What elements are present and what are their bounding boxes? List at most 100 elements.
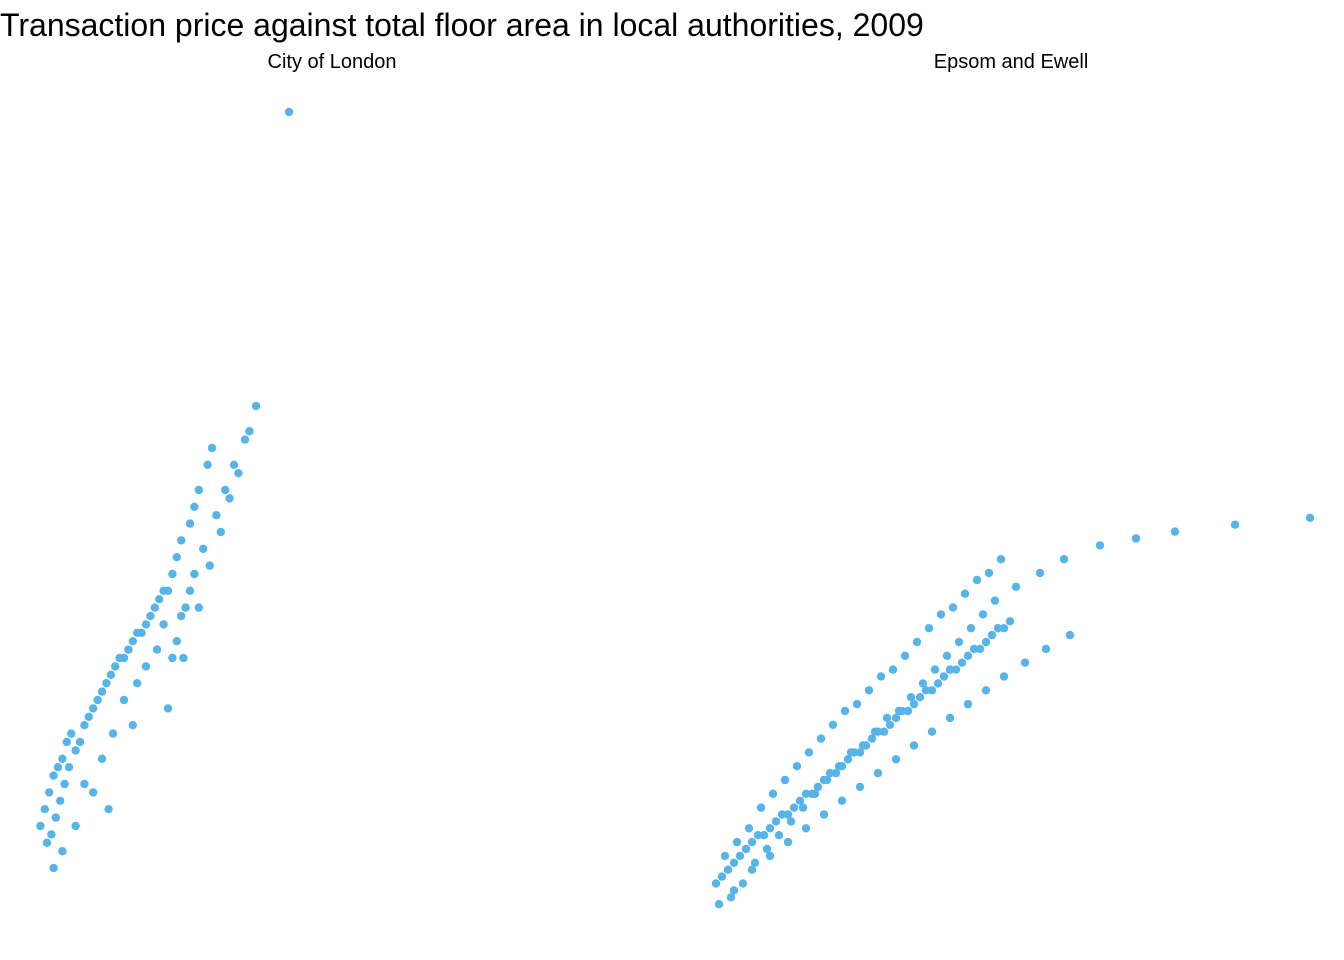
data-point	[954, 637, 964, 647]
data-point	[1020, 658, 1030, 667]
data-point	[909, 699, 919, 709]
data-point	[780, 775, 790, 785]
data-point	[768, 789, 778, 798]
data-point	[168, 653, 177, 663]
data-point	[89, 788, 98, 797]
data-point	[1170, 527, 1180, 536]
data-point	[867, 734, 877, 743]
data-point	[750, 858, 760, 867]
data-point	[765, 851, 775, 861]
data-point	[741, 844, 751, 854]
data-point	[106, 670, 116, 679]
data-point	[42, 838, 52, 847]
data-point	[888, 665, 898, 674]
data-point	[172, 553, 181, 562]
data-point	[141, 662, 151, 671]
data-point	[801, 789, 811, 798]
data-point	[942, 651, 952, 660]
data-point	[894, 706, 904, 716]
data-point	[216, 527, 225, 537]
data-point	[137, 628, 146, 637]
data-point	[981, 686, 991, 695]
data-point	[828, 720, 838, 729]
data-point	[810, 789, 820, 798]
data-point	[747, 865, 757, 874]
data-point	[852, 699, 862, 709]
data-point	[1059, 555, 1069, 564]
data-point	[930, 665, 940, 674]
panel-epsom-and-ewell-points	[711, 513, 1315, 909]
data-point	[885, 720, 895, 729]
data-point	[124, 645, 133, 654]
data-point	[945, 665, 955, 674]
data-point	[903, 706, 913, 716]
data-point	[284, 107, 294, 117]
data-point	[855, 748, 865, 757]
data-point	[234, 469, 243, 478]
data-point	[97, 754, 107, 763]
data-point	[36, 821, 45, 831]
data-point	[804, 748, 814, 757]
data-point	[714, 900, 724, 909]
data-point	[717, 872, 727, 881]
data-point	[163, 586, 173, 595]
data-point	[951, 665, 961, 674]
data-point	[1095, 541, 1105, 550]
data-point	[873, 768, 883, 778]
data-point	[111, 662, 120, 671]
data-point	[948, 603, 958, 612]
data-point	[185, 586, 195, 595]
data-point	[996, 555, 1006, 564]
data-point	[1041, 644, 1051, 654]
data-point	[789, 803, 799, 812]
data-point	[801, 824, 811, 833]
data-point	[119, 653, 129, 663]
data-point	[207, 443, 217, 453]
data-point	[1131, 534, 1141, 543]
data-point	[225, 494, 234, 503]
data-point	[936, 610, 946, 619]
data-point	[726, 893, 736, 902]
data-point	[783, 810, 793, 819]
data-point	[870, 727, 880, 736]
data-point	[900, 651, 910, 660]
data-point	[969, 644, 979, 654]
data-point	[45, 788, 54, 797]
data-point	[816, 734, 826, 743]
data-point	[181, 603, 190, 612]
data-point	[915, 693, 925, 702]
data-point	[891, 713, 901, 723]
data-point	[1230, 520, 1240, 529]
data-point	[813, 782, 823, 792]
data-point	[798, 803, 808, 812]
data-point	[858, 741, 868, 750]
data-point	[762, 844, 772, 854]
data-point	[945, 713, 955, 723]
data-point	[864, 686, 874, 695]
data-point	[786, 817, 796, 826]
data-point	[212, 511, 221, 520]
chart-title: Transaction price against total floor ar…	[0, 7, 924, 43]
data-point	[975, 644, 985, 654]
data-point	[49, 771, 58, 780]
data-point	[89, 704, 98, 713]
data-point	[179, 653, 188, 663]
data-point	[80, 721, 89, 730]
data-point	[155, 595, 164, 604]
data-point	[846, 748, 856, 757]
data-point	[71, 821, 80, 831]
data-point	[990, 596, 1000, 605]
data-point	[999, 624, 1009, 633]
data-point	[711, 879, 721, 888]
data-point	[58, 847, 67, 856]
data-point	[924, 624, 934, 633]
data-point	[756, 803, 766, 812]
data-point	[732, 837, 742, 847]
data-point	[172, 637, 181, 646]
data-point	[177, 611, 186, 621]
data-point	[108, 729, 118, 738]
data-point	[251, 401, 261, 411]
data-point	[84, 712, 94, 721]
data-point	[133, 679, 142, 688]
